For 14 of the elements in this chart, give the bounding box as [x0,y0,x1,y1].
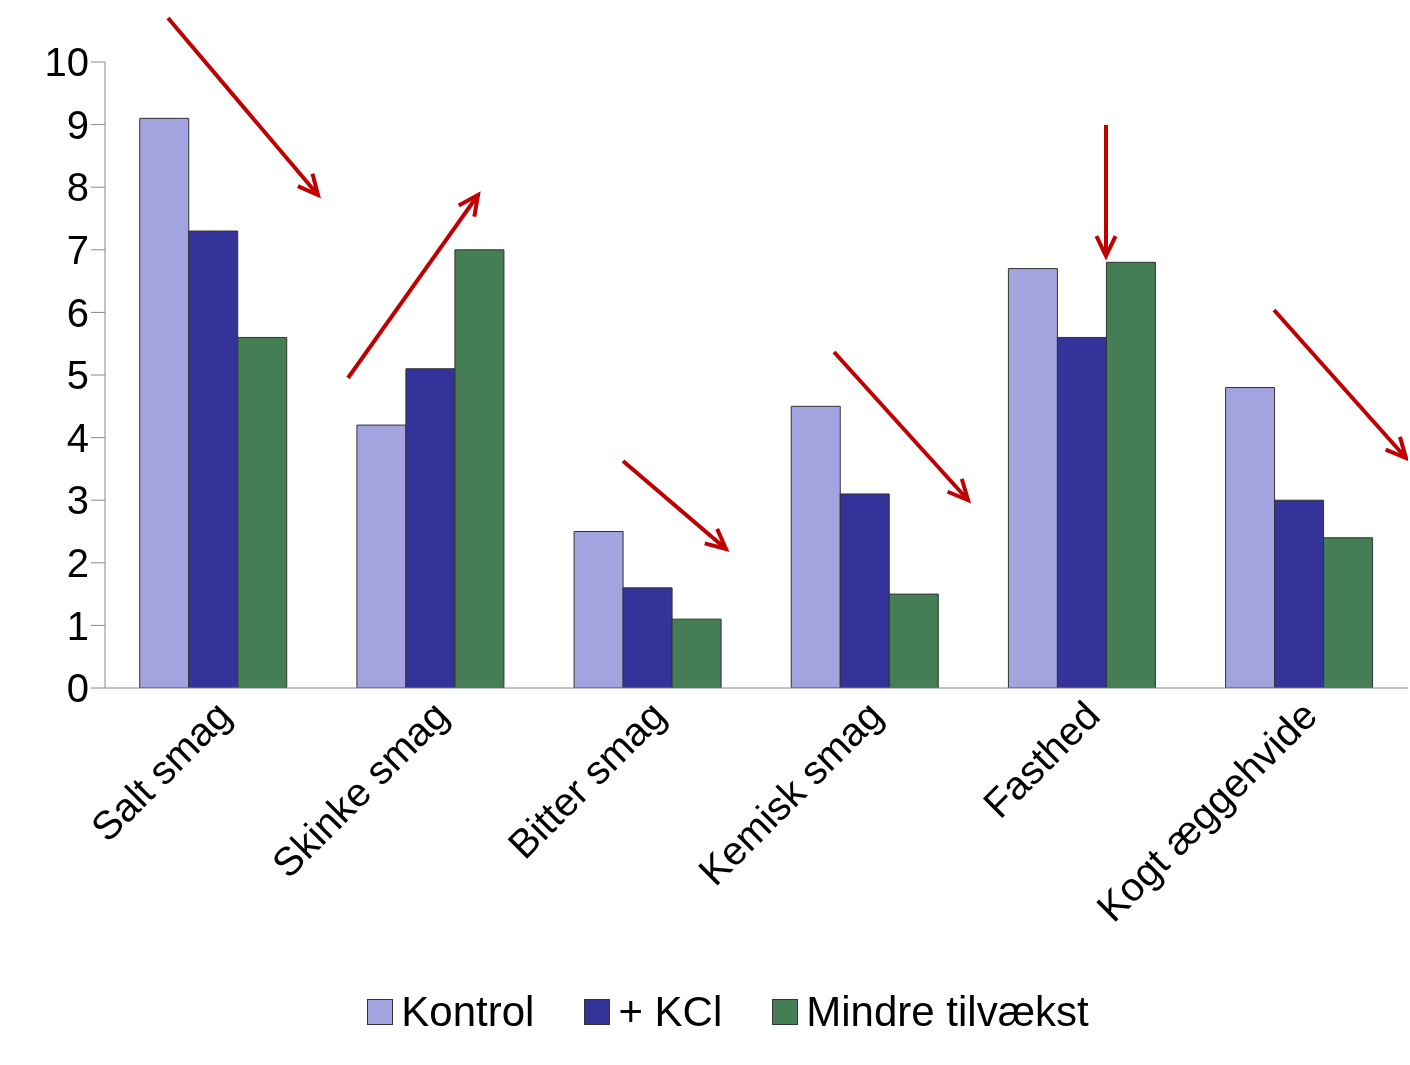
y-tick-label: 2 [66,541,89,585]
y-tick-label: 6 [66,290,89,335]
y-tick-label: 8 [66,165,89,210]
y-tick-label: 0 [66,666,89,711]
y-tick-label: 3 [66,478,89,523]
legend-label: Mindre tilvækst [806,988,1089,1036]
y-tick-label: 10 [44,40,89,85]
y-tick-label: 9 [66,102,89,147]
y-tick-label: 4 [66,415,89,460]
legend-label: + KCl [618,988,723,1036]
y-tick-label: 1 [66,603,89,648]
y-tick-label: 5 [66,353,89,398]
y-tick-label: 7 [66,228,89,272]
legend-label: Kontrol [401,988,535,1036]
